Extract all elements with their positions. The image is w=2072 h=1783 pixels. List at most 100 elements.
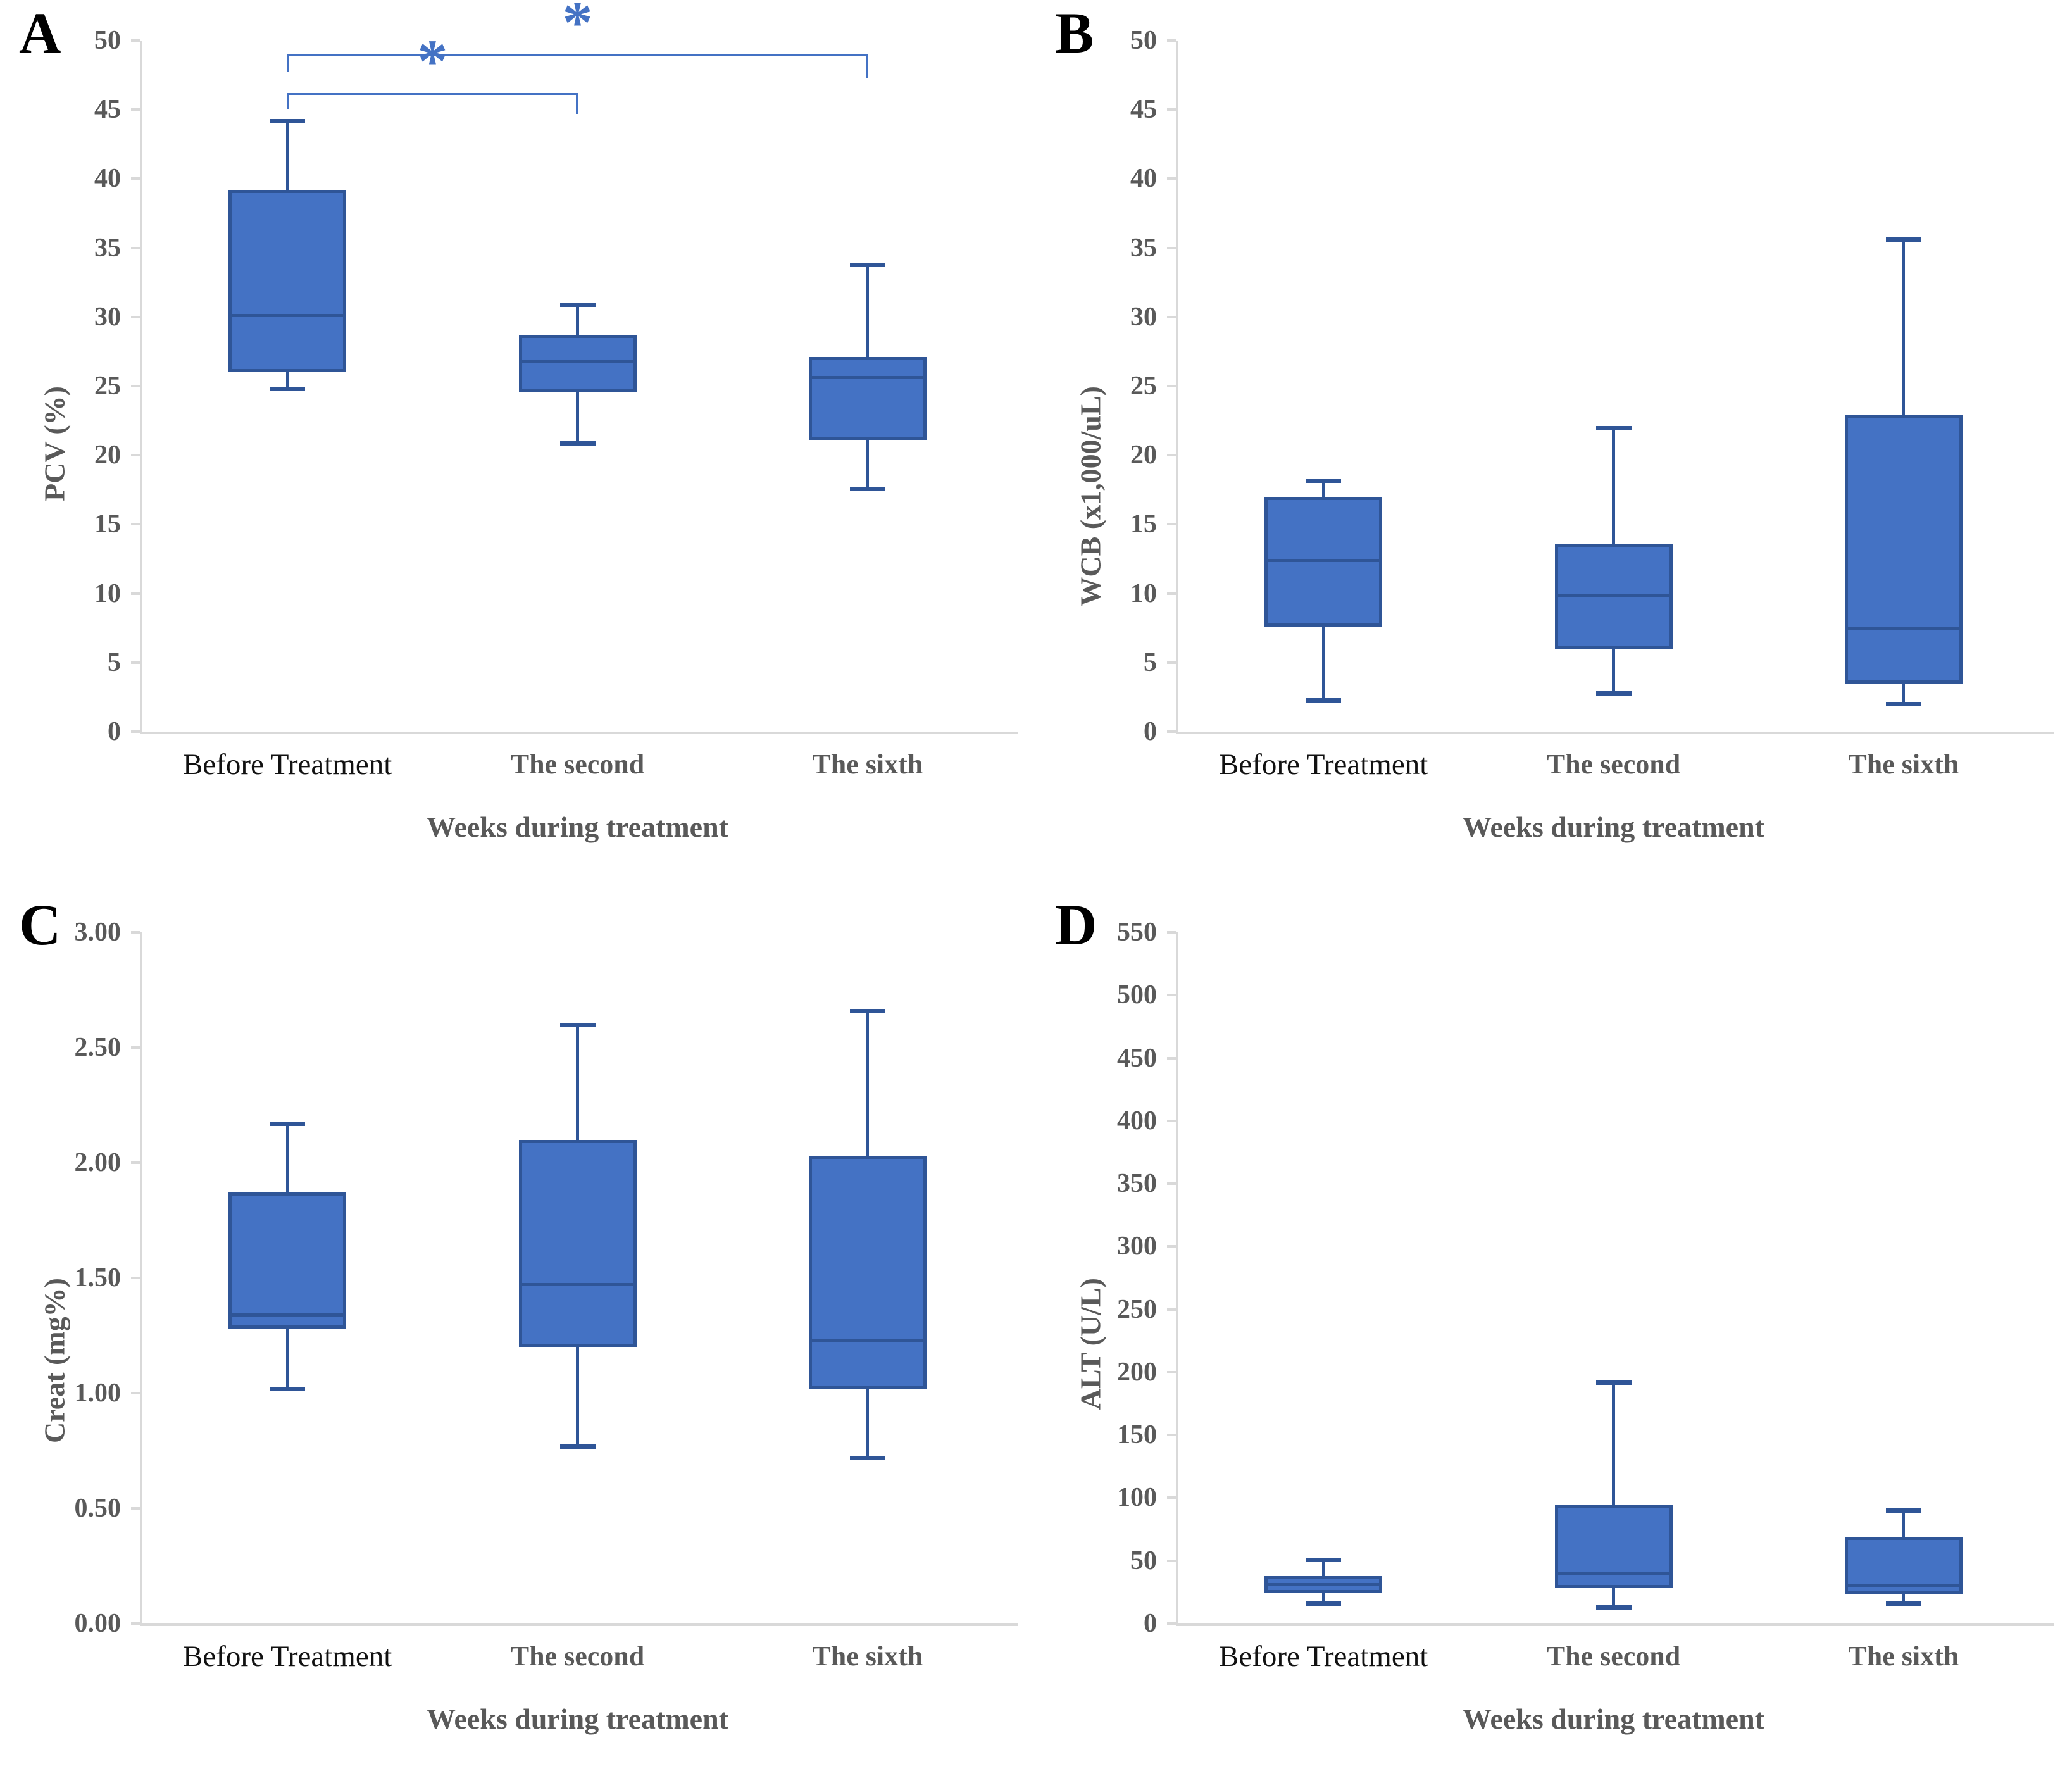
min-whisker-cap <box>1595 691 1632 696</box>
median-line <box>228 314 347 318</box>
max-whisker-cap <box>1595 425 1632 430</box>
lower-whisker <box>285 1329 289 1389</box>
y-tick-mark <box>131 1622 140 1625</box>
box-plot-box <box>518 1139 637 1348</box>
significance-bracket-end <box>865 54 868 78</box>
y-tick-mark <box>1167 454 1176 457</box>
y-tick-label: 0.50 <box>74 1494 122 1523</box>
min-whisker-cap <box>1306 1601 1342 1606</box>
y-tick-mark <box>131 108 140 111</box>
plot-area-d: 0 50 100 150 200 250 300 350 400 450 500 550 Before … <box>1036 892 2072 1783</box>
y-tick-mark <box>131 592 140 595</box>
significance-bracket-end <box>287 92 290 110</box>
y-tick-mark <box>1167 523 1176 526</box>
y-tick-label: 5 <box>1144 648 1157 677</box>
y-tick-mark <box>1167 1434 1176 1437</box>
y-tick-label: 3.00 <box>74 918 122 947</box>
x-axis-title-c: Weeks during treatment <box>426 1703 728 1735</box>
max-whisker-cap <box>1595 1380 1632 1385</box>
y-tick-label: 30 <box>1130 302 1157 332</box>
plot-area-c: 0.00 0.50 1.00 1.50 2.00 2.50 3.00 Before Treat… <box>0 892 1036 1783</box>
panel-letter-a: A <box>19 1 61 65</box>
median-line <box>518 1283 637 1287</box>
y-tick-mark <box>1167 1119 1176 1122</box>
category-label: The sixth <box>812 1641 923 1672</box>
box-plot-box <box>808 1156 927 1389</box>
lower-whisker <box>576 1347 579 1446</box>
y-tick-mark <box>131 385 140 387</box>
y-tick-label: 25 <box>1130 372 1157 401</box>
min-whisker-cap <box>559 441 596 446</box>
y-tick-label: 0.00 <box>74 1609 122 1638</box>
y-axis-line <box>140 41 142 732</box>
category-label: The sixth <box>1848 749 1959 780</box>
max-whisker-cap <box>559 1022 596 1027</box>
min-whisker-cap <box>270 387 306 392</box>
category-label: Before Treatment <box>183 748 392 781</box>
y-tick-mark <box>1167 246 1176 249</box>
lower-whisker <box>285 372 289 389</box>
lower-whisker <box>1902 1594 1906 1604</box>
significance-bracket-line <box>287 92 578 95</box>
y-tick-label: 20 <box>1130 441 1157 470</box>
y-tick-mark <box>1167 1370 1176 1373</box>
plot-area-a: 0 5 10 15 20 25 30 35 40 45 50 Before Treatment The … <box>0 0 1036 891</box>
max-whisker-cap <box>1306 1557 1342 1562</box>
category-label: The second <box>510 749 645 780</box>
y-tick-label: 25 <box>94 372 121 401</box>
max-whisker-cap <box>559 303 596 308</box>
x-axis-line <box>1176 1623 2054 1626</box>
lower-whisker <box>1902 683 1906 704</box>
y-tick-label: 1.50 <box>74 1263 122 1292</box>
upper-whisker <box>576 1024 579 1140</box>
panel-d: D ALT (U/L) 0 50 100 150 200 250 300 350 400 450 5… <box>1036 892 2072 1783</box>
y-tick-mark <box>1167 108 1176 111</box>
y-tick-mark <box>131 1046 140 1049</box>
median-line <box>1264 1582 1383 1586</box>
y-tick-mark <box>1167 1245 1176 1248</box>
box-plot-box <box>228 1192 347 1329</box>
lower-whisker <box>1321 627 1325 700</box>
y-tick-mark <box>131 39 140 42</box>
y-tick-mark <box>1167 1622 1176 1625</box>
panel-letter-c: C <box>19 892 61 957</box>
min-whisker-cap <box>1885 1601 1921 1606</box>
y-tick-mark <box>1167 661 1176 664</box>
median-line <box>808 1338 927 1342</box>
upper-whisker <box>285 120 289 190</box>
x-axis-line <box>1176 732 2054 734</box>
x-axis-title-d: Weeks during treatment <box>1462 1703 1764 1735</box>
y-tick-mark <box>1167 385 1176 387</box>
lower-whisker <box>1321 1593 1325 1604</box>
lower-whisker <box>1612 1588 1615 1608</box>
lower-whisker <box>866 1388 870 1458</box>
y-tick-mark <box>1167 39 1176 42</box>
panel-c: C Creat (mg%) 0.00 0.50 1.00 1.50 2.00 2.50 3.… <box>0 892 1036 1783</box>
significance-asterisk: * <box>562 0 593 56</box>
y-axis-line <box>1176 41 1178 732</box>
lower-whisker <box>576 391 579 443</box>
box-plot-box <box>518 335 637 392</box>
y-tick-mark <box>1167 931 1176 934</box>
max-whisker-cap <box>270 1122 306 1127</box>
y-tick-label: 40 <box>1130 164 1157 194</box>
min-whisker-cap <box>1595 1605 1632 1610</box>
y-tick-label: 0 <box>108 717 121 746</box>
box-plot-box <box>808 357 927 441</box>
median-line <box>1554 594 1673 598</box>
y-tick-mark <box>1167 994 1176 997</box>
max-whisker-cap <box>270 118 306 123</box>
category-label: The sixth <box>1848 1641 1959 1672</box>
category-label: The second <box>510 1641 645 1672</box>
y-tick-label: 50 <box>94 26 121 55</box>
significance-asterisk: * <box>417 27 448 95</box>
max-whisker-cap <box>849 1008 885 1013</box>
y-tick-label: 10 <box>1130 579 1157 608</box>
x-axis-title-a: Weeks during treatment <box>426 811 728 843</box>
y-tick-label: 350 <box>1117 1169 1157 1199</box>
y-tick-label: 40 <box>94 164 121 194</box>
y-tick-label: 10 <box>94 579 121 608</box>
y-tick-label: 50 <box>1130 1546 1157 1575</box>
y-tick-label: 0 <box>1144 1609 1157 1638</box>
box-plot-box <box>1554 1505 1673 1589</box>
